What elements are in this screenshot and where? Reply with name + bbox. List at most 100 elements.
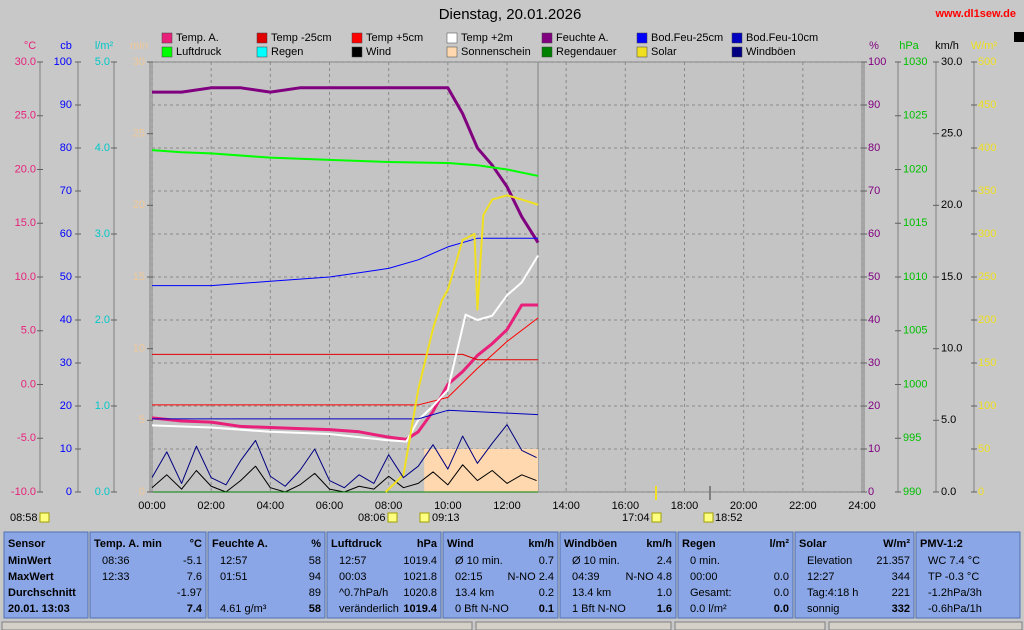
x-tick-label: 24:00 xyxy=(848,500,876,512)
y-tick-label: 5.0 xyxy=(21,325,36,337)
x-tick-label: 10:00 xyxy=(434,500,462,512)
y-tick-label: 100 xyxy=(54,56,72,68)
y-tick-label: 450 xyxy=(978,99,996,111)
y-tick-label: -10.0 xyxy=(11,486,36,498)
table-cell: Sensor xyxy=(8,538,46,550)
sun-time: 08:58 xyxy=(10,512,38,524)
table-block xyxy=(915,531,1021,619)
legend-label: Sonnenschein xyxy=(461,46,531,58)
table-cell: Ø 10 min. xyxy=(572,555,620,567)
table-value: W/m² xyxy=(883,538,910,550)
y-tick-label: 20 xyxy=(868,400,880,412)
y-tick-label: 50 xyxy=(868,271,880,283)
legend-swatch xyxy=(446,46,458,58)
table-cell: Wind xyxy=(447,538,474,550)
y-tick-label: 10 xyxy=(60,443,72,455)
table-cell: 08:36 xyxy=(102,555,130,567)
table-value: °C xyxy=(190,538,202,550)
table-cell: 01:51 xyxy=(220,571,248,583)
y-tick-label: 500 xyxy=(978,56,996,68)
y-tick-label: 60 xyxy=(60,228,72,240)
table-cell: 13.4 km xyxy=(572,587,611,599)
table-value: 94 xyxy=(309,571,321,583)
legend-label: Regen xyxy=(271,46,303,58)
table-block xyxy=(326,531,442,619)
legend-swatch xyxy=(256,32,268,44)
table-cell: Elevation xyxy=(807,555,852,567)
legend-swatch xyxy=(161,32,173,44)
table-cell: TP -0.3 °C xyxy=(928,571,979,583)
y-tick-label: 0 xyxy=(868,486,874,498)
y-tick-label: 2.0 xyxy=(95,314,110,326)
y-tick-label: 90 xyxy=(868,99,880,111)
status-bar xyxy=(1,621,1023,630)
table-cell: 0 min. xyxy=(690,555,720,567)
table-cell: WC 7.4 °C xyxy=(928,555,980,567)
table-value: 58 xyxy=(309,555,321,567)
y-tick-label: 15 xyxy=(133,271,145,283)
table-cell: MaxWert xyxy=(8,571,54,583)
x-tick-label: 08:00 xyxy=(375,500,403,512)
table-cell: Windböen xyxy=(564,538,617,550)
table-value: 221 xyxy=(892,587,910,599)
y-tick-label: 1010 xyxy=(903,271,927,283)
table-cell: 12:57 xyxy=(220,555,248,567)
y-tick-label: 350 xyxy=(978,185,996,197)
y-tick-label: 300 xyxy=(978,228,996,240)
line-series xyxy=(152,86,540,244)
sun-time: 17:04 xyxy=(622,512,650,524)
y-tick-label: 20 xyxy=(133,199,145,211)
y-tick-label: 25.0 xyxy=(941,128,962,140)
y-tick-label: 40 xyxy=(868,314,880,326)
y-tick-label: 0.0 xyxy=(21,378,36,390)
table-block xyxy=(794,531,915,619)
table-value: 1019.4 xyxy=(403,555,437,567)
axis-label: km/h xyxy=(935,40,959,52)
y-tick-label: 4.0 xyxy=(95,142,110,154)
line-series xyxy=(151,254,539,443)
table-value: N-NO 2.4 xyxy=(508,571,554,583)
axis-label: W/m² xyxy=(971,40,998,52)
table-cell: MinWert xyxy=(8,555,52,567)
legend-label: Luftdruck xyxy=(176,46,222,58)
y-tick-label: 400 xyxy=(978,142,996,154)
y-tick-label: 20.0 xyxy=(15,163,36,175)
corner-square xyxy=(1014,32,1024,42)
table-cell: Solar xyxy=(799,538,827,550)
table-value: 0.2 xyxy=(539,587,554,599)
sun-icon xyxy=(703,512,714,523)
y-tick-label: 30 xyxy=(133,56,145,68)
legend-swatch xyxy=(541,46,553,58)
table-block xyxy=(3,531,89,619)
x-tick-label: 04:00 xyxy=(257,500,285,512)
y-tick-label: 90 xyxy=(60,99,72,111)
table-cell: 0 Bft N-NO xyxy=(455,603,509,615)
y-tick-label: 200 xyxy=(978,314,996,326)
y-tick-label: 1015 xyxy=(903,217,927,229)
y-tick-label: 0.0 xyxy=(941,486,956,498)
y-tick-label: 5.0 xyxy=(95,56,110,68)
x-tick-label: 12:00 xyxy=(493,500,521,512)
sun-icon xyxy=(419,512,430,523)
table-value: km/h xyxy=(528,538,554,550)
table-value: 0.0 xyxy=(774,587,789,599)
table-value: 332 xyxy=(892,603,910,615)
table-cell: 00:03 xyxy=(339,571,367,583)
table-cell: 00:00 xyxy=(690,571,718,583)
y-tick-label: 995 xyxy=(903,432,921,444)
line-series xyxy=(152,317,539,406)
table-cell: 12:33 xyxy=(102,571,130,583)
table-cell: Ø 10 min. xyxy=(455,555,503,567)
legend-label: Temp -25cm xyxy=(271,32,332,44)
legend-swatch xyxy=(731,32,743,44)
legend-label: Bod.Feu-25cm xyxy=(651,32,723,44)
table-cell: 20.01. 13:03 xyxy=(8,603,70,615)
table-cell: Tag:4:18 h xyxy=(807,587,858,599)
table-value: 2.4 xyxy=(657,555,672,567)
chart-title: Dienstag, 20.01.2026 xyxy=(439,6,582,23)
x-tick-label: 20:00 xyxy=(730,500,758,512)
table-cell: 0.0 l/m² xyxy=(690,603,727,615)
sun-time: 18:52 xyxy=(715,512,743,524)
y-tick-label: 150 xyxy=(978,357,996,369)
y-tick-label: 15.0 xyxy=(941,271,962,283)
